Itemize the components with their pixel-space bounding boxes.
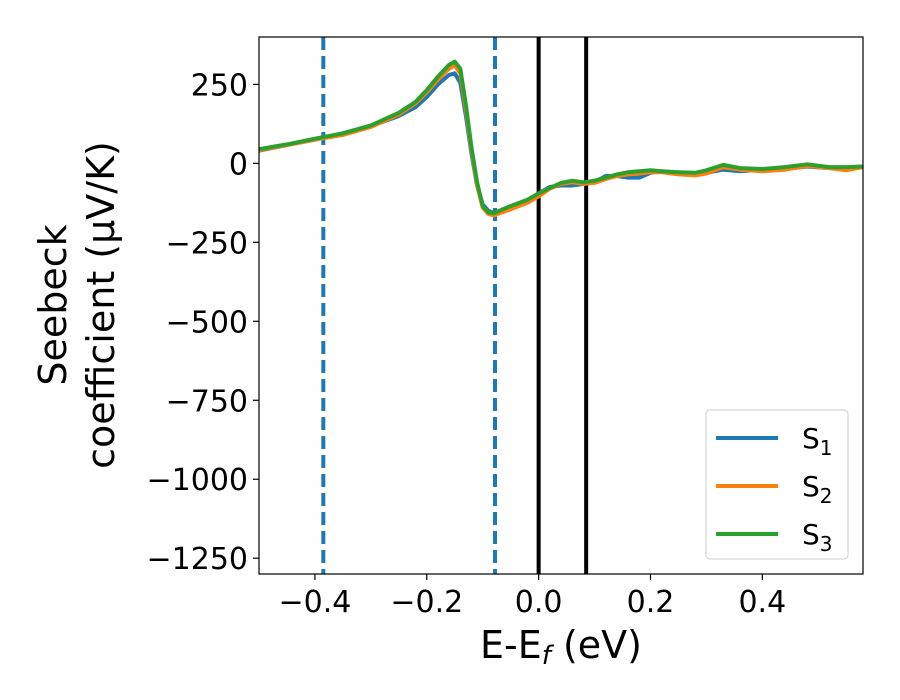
y-tick-label-2: −250	[166, 226, 248, 261]
legend-label-S1: S1	[802, 422, 833, 460]
x-tick-label-1: −0.2	[390, 585, 463, 620]
plot-area-frame	[258, 36, 864, 575]
y-axis-title-line2: coefficient (μV/K)	[79, 141, 123, 469]
series-group	[259, 59, 863, 218]
y-tick-label-3: −500	[166, 305, 248, 340]
x-tick-label-3: 0.2	[627, 585, 675, 620]
y-axis: 250 0 −250 −500 −750 −1000 −1250	[147, 68, 259, 577]
y-axis-title-line1: Seebeck	[31, 224, 75, 385]
legend-label-S3: S3	[802, 518, 833, 556]
y-tick-label-4: −750	[166, 384, 248, 419]
y-tick-label-6: −1250	[147, 542, 248, 577]
x-tick-label-4: 0.4	[738, 585, 786, 620]
series-line-S1	[259, 71, 863, 216]
y-tick-label-5: −1000	[147, 463, 248, 498]
reference-lines	[321, 37, 589, 574]
x-axis-title: E-Ef (eV)	[480, 623, 642, 671]
x-tick-label-0: −0.4	[278, 585, 351, 620]
legend-label-S2: S2	[802, 470, 833, 508]
y-tick-label-0: 250	[191, 68, 248, 103]
legend: S1 S2 S3	[705, 409, 849, 560]
x-tick-label-2: 0.0	[515, 585, 563, 620]
series-line-S2	[259, 63, 863, 218]
y-axis-title: Seebeck coefficient (μV/K)	[31, 141, 123, 469]
y-tick-label-1: 0	[229, 147, 248, 182]
x-axis: −0.4 −0.2 0.0 0.2 0.4	[278, 574, 786, 620]
series-line-S3	[259, 59, 863, 216]
